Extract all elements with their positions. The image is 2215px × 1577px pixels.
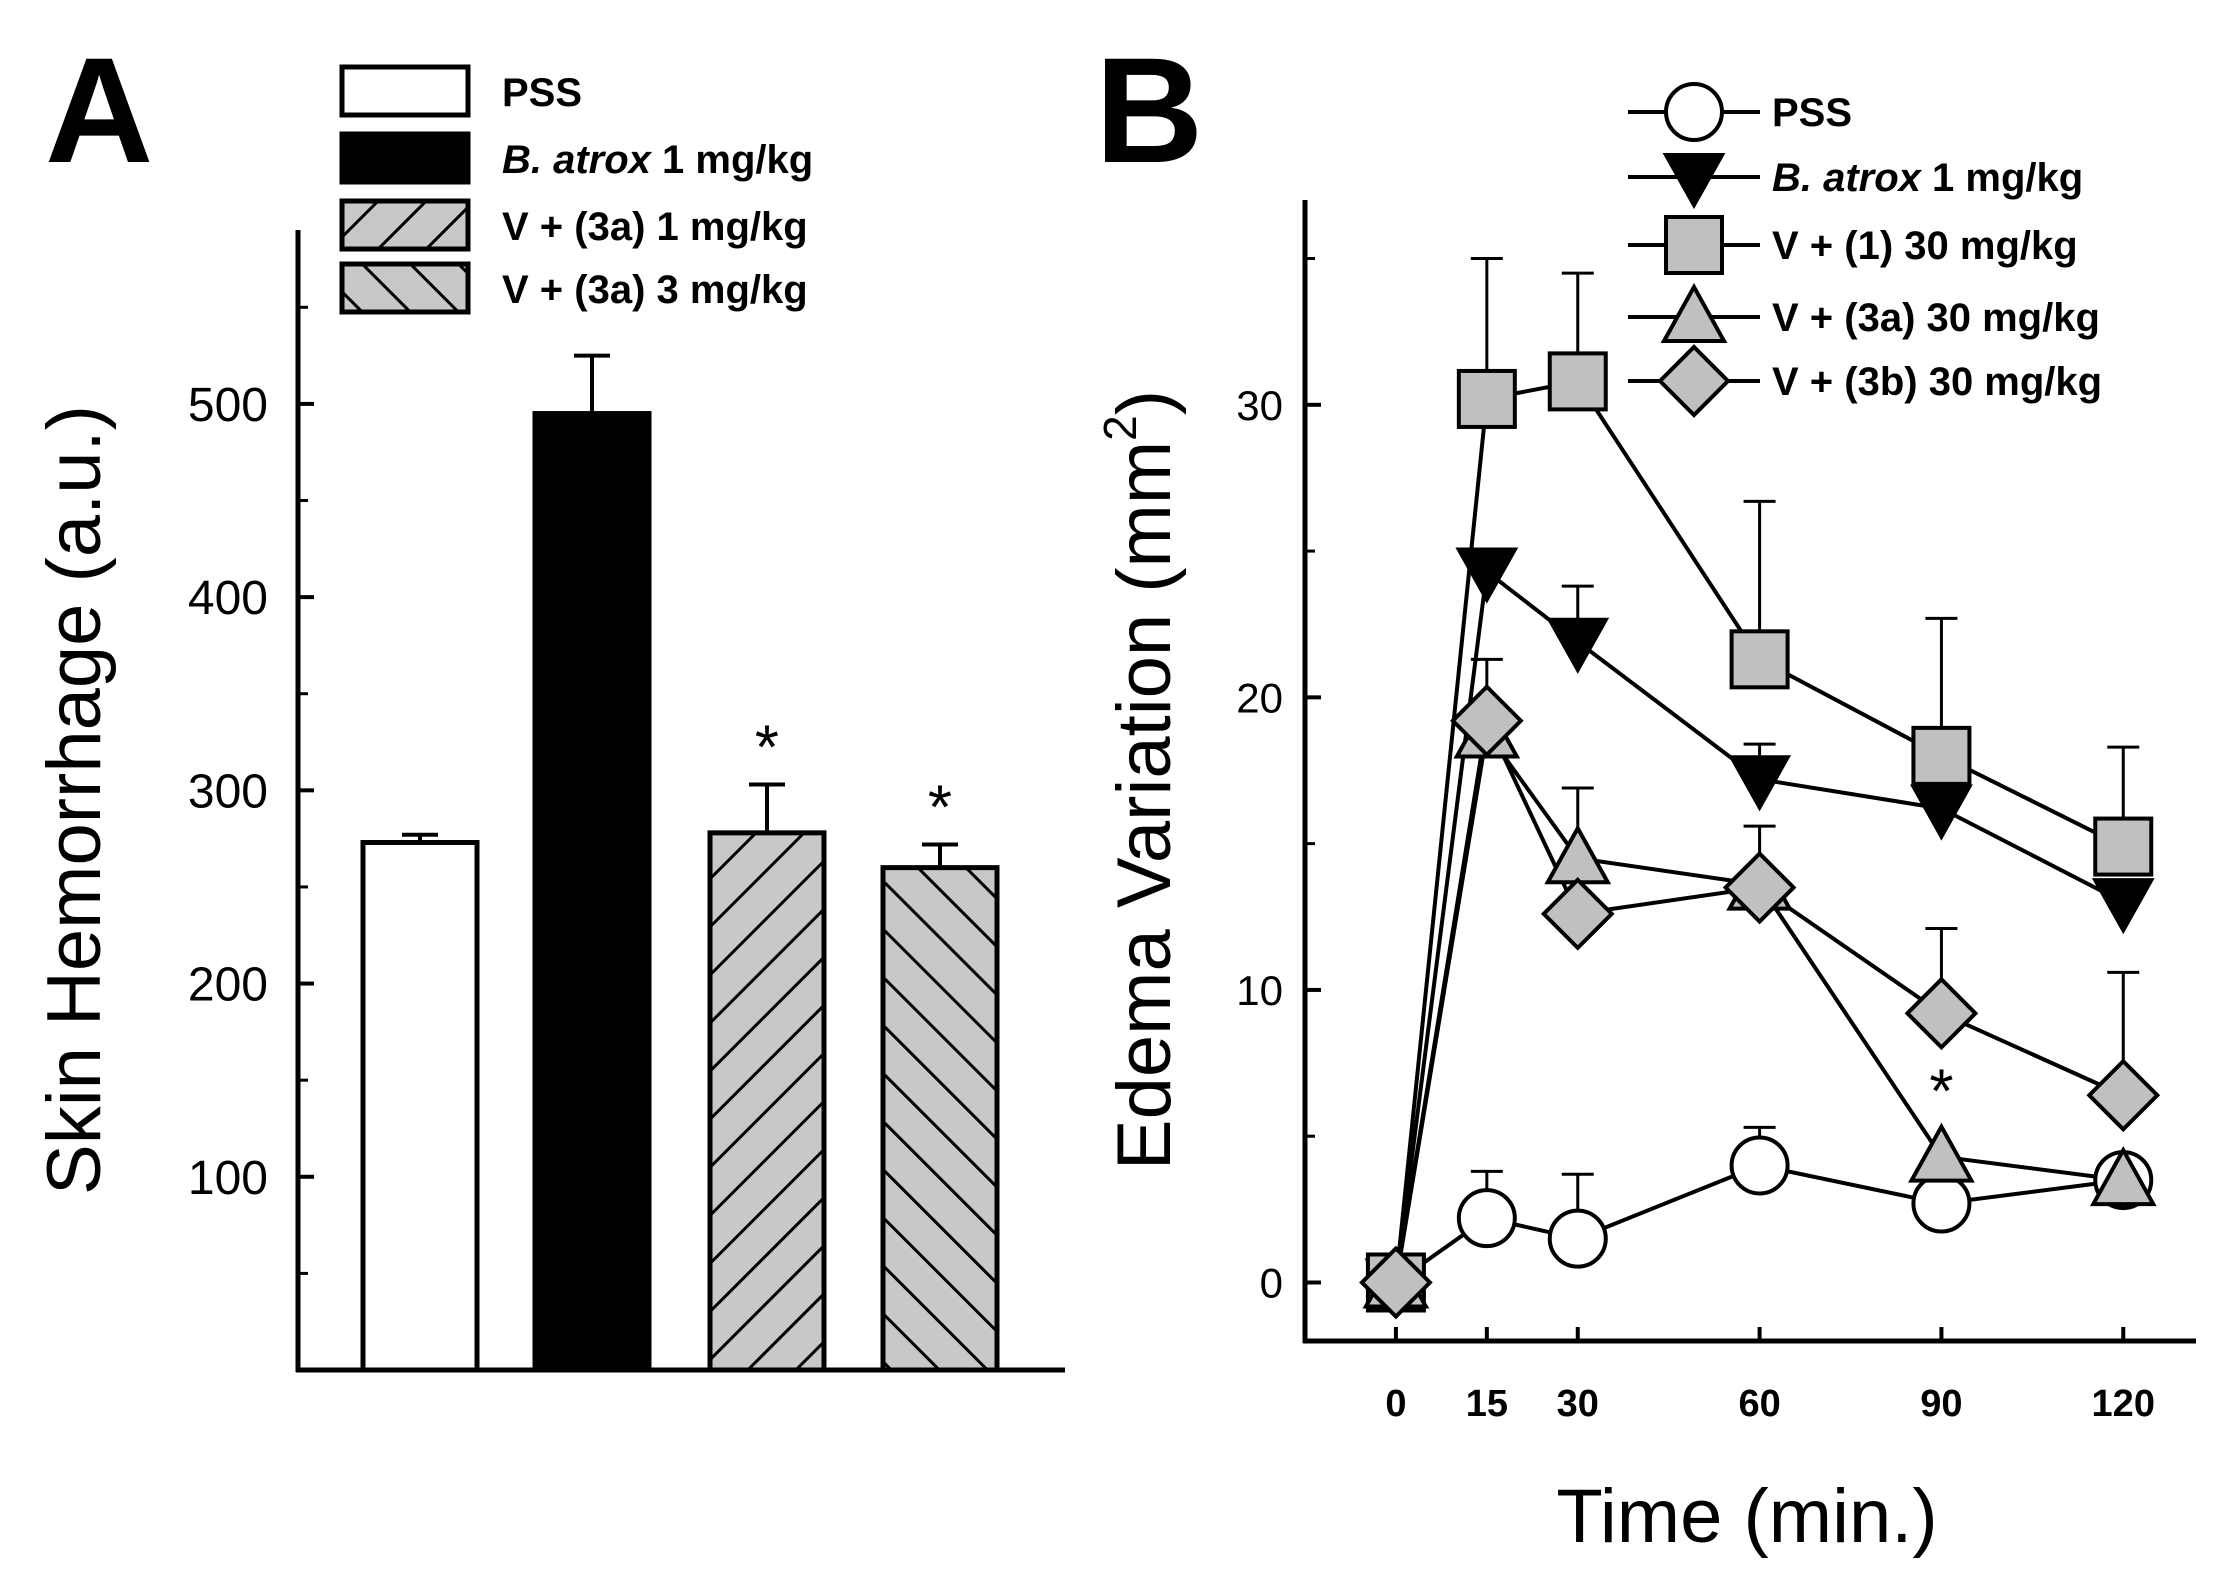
a-significance-star: *	[928, 773, 952, 842]
b-legend-marker	[1664, 215, 1724, 275]
a-y-axis-label: Skin Hemorrhage (a.u.)	[32, 405, 117, 1195]
b-y-axis-label-main: Edema Variation (mm	[1102, 441, 1187, 1170]
a-bar	[532, 411, 652, 1373]
b-series-line	[1393, 379, 2125, 1283]
b-series-marker	[2093, 816, 2154, 877]
a-legend-swatch	[339, 131, 471, 185]
b-x-tick-label: 0	[1385, 1383, 1406, 1425]
b-y-tick-label: 20	[1236, 674, 1283, 721]
b-series-line	[1393, 567, 2125, 1283]
b-x-axis-label: Time (min.)	[1556, 1474, 1937, 1559]
b-series-marker	[1455, 547, 1519, 604]
b-ticks: 0 10 20 30 0 15 30 60 90 120	[1236, 257, 2155, 1425]
a-legend-swatch	[339, 64, 471, 118]
a-legend-label: B. atrox 1 mg/kg	[502, 138, 813, 182]
b-legend-label: V + (1) 30 mg/kg	[1772, 224, 2078, 268]
panel-letter-b: B	[1095, 26, 1203, 194]
b-markers	[1359, 351, 2161, 1320]
b-legend-marker	[1660, 282, 1728, 343]
b-legend-label-rest: 1 mg/kg	[1921, 156, 2083, 200]
b-legend-label: PSS	[1772, 91, 1852, 135]
a-legend: PSS B. atrox 1 mg/kg V + (3a) 1 mg/kg V + (…	[339, 64, 813, 315]
b-series-marker	[1547, 351, 1608, 412]
b-series-line	[1393, 714, 2125, 1283]
b-y-tick-label: 0	[1260, 1259, 1283, 1306]
b-legend-label: V + (3b) 30 mg/kg	[1772, 360, 2102, 404]
b-series-marker	[1729, 629, 1790, 690]
panel-b: B 0 10 20 30 0 15 30 60 90 120 PSS B. atrox 1 mg/k…	[1094, 26, 2196, 1559]
b-legend-marker	[1662, 153, 1726, 210]
b-x-tick-label: 15	[1466, 1383, 1508, 1425]
a-y-tick-label: 500	[188, 379, 268, 432]
a-legend-label: V + (3a) 1 mg/kg	[502, 205, 808, 249]
a-legend-swatch	[339, 198, 471, 252]
a-legend-label-rest: 1 mg/kg	[651, 138, 813, 182]
b-y-tick-label: 10	[1236, 967, 1283, 1014]
b-series-marker	[2091, 878, 2155, 935]
a-y-tick-label: 200	[188, 959, 268, 1012]
b-legend-marker	[1664, 82, 1724, 142]
b-annotations: *	[1929, 1057, 1953, 1126]
a-significance-star: *	[755, 714, 779, 783]
a-legend-label: V + (3a) 3 mg/kg	[502, 268, 808, 312]
b-series-marker	[1544, 824, 1612, 885]
a-bar	[360, 840, 480, 1373]
b-series-lines	[1393, 379, 2125, 1285]
a-y-ticks: 100 200 300 400 500	[188, 305, 314, 1275]
b-series-marker	[1911, 725, 1972, 786]
b-series-marker	[1908, 1122, 1975, 1183]
b-x-tick-label: 90	[1920, 1383, 1962, 1425]
b-legend-marker	[1657, 344, 1731, 418]
b-series-marker	[1450, 683, 1524, 758]
b-significance-star: *	[1929, 1057, 1953, 1126]
b-series-marker	[1910, 784, 1973, 841]
a-y-tick-label: 300	[188, 765, 268, 818]
b-y-tick-label: 30	[1236, 382, 1283, 429]
b-x-tick-label: 30	[1557, 1383, 1599, 1425]
b-series-marker	[1722, 850, 1797, 925]
b-legend-label: V + (3a) 30 mg/kg	[1772, 296, 2100, 340]
a-bar	[880, 865, 1000, 1373]
b-series-marker	[1546, 617, 1610, 674]
a-legend-swatch	[339, 261, 471, 315]
b-series-marker	[2089, 1145, 2157, 1207]
b-x-tick-label: 120	[2092, 1383, 2155, 1425]
b-y-axis-label-close: )	[1102, 390, 1187, 415]
b-series-marker	[1904, 976, 1979, 1051]
a-y-tick-label: 400	[188, 572, 268, 625]
b-legend-label-italic: B. atrox	[1772, 156, 1923, 200]
b-series-marker	[1456, 368, 1517, 429]
b-legend: PSS B. atrox 1 mg/kg V + (1) 30 mg/kg V + (…	[1628, 82, 2102, 418]
a-y-tick-label: 100	[188, 1152, 268, 1205]
b-series-marker	[1359, 1245, 1433, 1320]
b-legend-label: B. atrox 1 mg/kg	[1772, 156, 2083, 200]
b-series-marker	[1729, 1135, 1790, 1196]
b-series-marker	[1911, 1173, 1972, 1234]
b-error-bars	[1470, 257, 2140, 1239]
panel-letter-a: A	[45, 26, 153, 194]
a-bars: **	[360, 353, 1000, 1373]
b-series-marker	[1547, 1208, 1608, 1269]
b-series-marker	[1456, 1188, 1517, 1249]
b-series-marker	[2086, 1058, 2161, 1133]
a-bar	[707, 830, 827, 1373]
a-legend-label-italic: B. atrox	[502, 138, 653, 182]
b-x-tick-label: 60	[1738, 1383, 1780, 1425]
b-series-marker	[1728, 755, 1792, 812]
a-legend-label: PSS	[502, 71, 582, 115]
b-y-axis-label: Edema Variation (mm2)	[1094, 390, 1187, 1170]
b-series-marker	[1540, 877, 1615, 951]
b-y-axis-label-sup: 2	[1094, 415, 1146, 441]
